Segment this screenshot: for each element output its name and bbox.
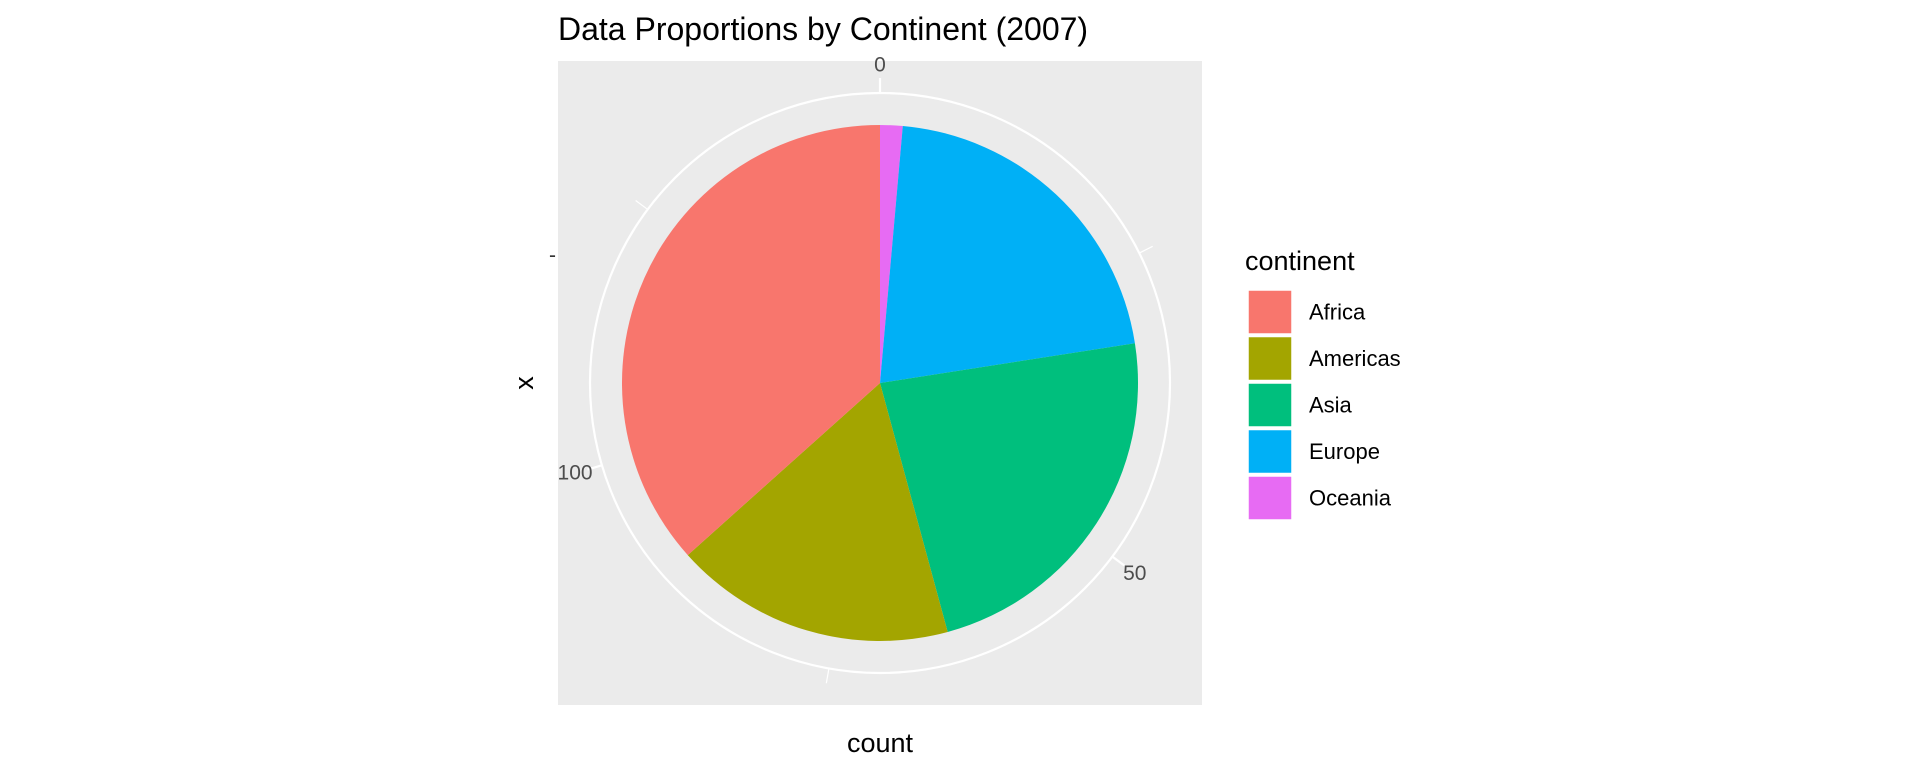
legend-label-oceania: Oceania: [1309, 486, 1392, 511]
legend-key-oceania: [1247, 475, 1293, 521]
angle-tick-labels: 0 50 100: [558, 54, 1147, 585]
grid-spoke: [1111, 555, 1126, 567]
legend-label-asia: Asia: [1309, 393, 1353, 418]
polar-grid: [587, 78, 1172, 684]
pie-slice-africa: [621, 125, 880, 556]
legend-label-africa: Africa: [1309, 300, 1366, 325]
grid-spoke-minor: [1138, 245, 1153, 254]
legend-key-europe: [1247, 428, 1293, 475]
x-axis-title: count: [847, 728, 914, 758]
chart-title: Data Proportions by Continent (2007): [558, 11, 1088, 47]
pie-slice-americas: [687, 383, 948, 641]
pie-slice-asia: [880, 343, 1138, 632]
pie-slice-europe: [880, 126, 1135, 384]
grid-spoke-minor: [825, 668, 830, 684]
legend-key-americas: [1247, 335, 1293, 382]
grid-spoke-minor: [635, 199, 649, 210]
angle-tick-label: 0: [874, 54, 886, 77]
legend-key-africa: [1247, 289, 1293, 335]
y-axis-tick-label: -: [549, 244, 556, 267]
pie-slice-oceania: [880, 125, 903, 383]
legend-items: Africa Americas Asia Europe Oceania: [1247, 289, 1401, 521]
grid-spoke: [587, 464, 603, 471]
legend-label-americas: Americas: [1309, 346, 1401, 371]
angle-tick-label: 50: [1123, 562, 1146, 585]
pie-slices: [621, 125, 1138, 641]
y-axis-title: x: [509, 376, 539, 390]
legend-key-asia: [1247, 382, 1293, 428]
legend: continent Africa Americas Asia Europe Oceani…: [1245, 246, 1401, 521]
legend-label-europe: Europe: [1309, 439, 1380, 464]
legend-title: continent: [1245, 246, 1355, 276]
angle-tick-label: 100: [558, 462, 593, 485]
